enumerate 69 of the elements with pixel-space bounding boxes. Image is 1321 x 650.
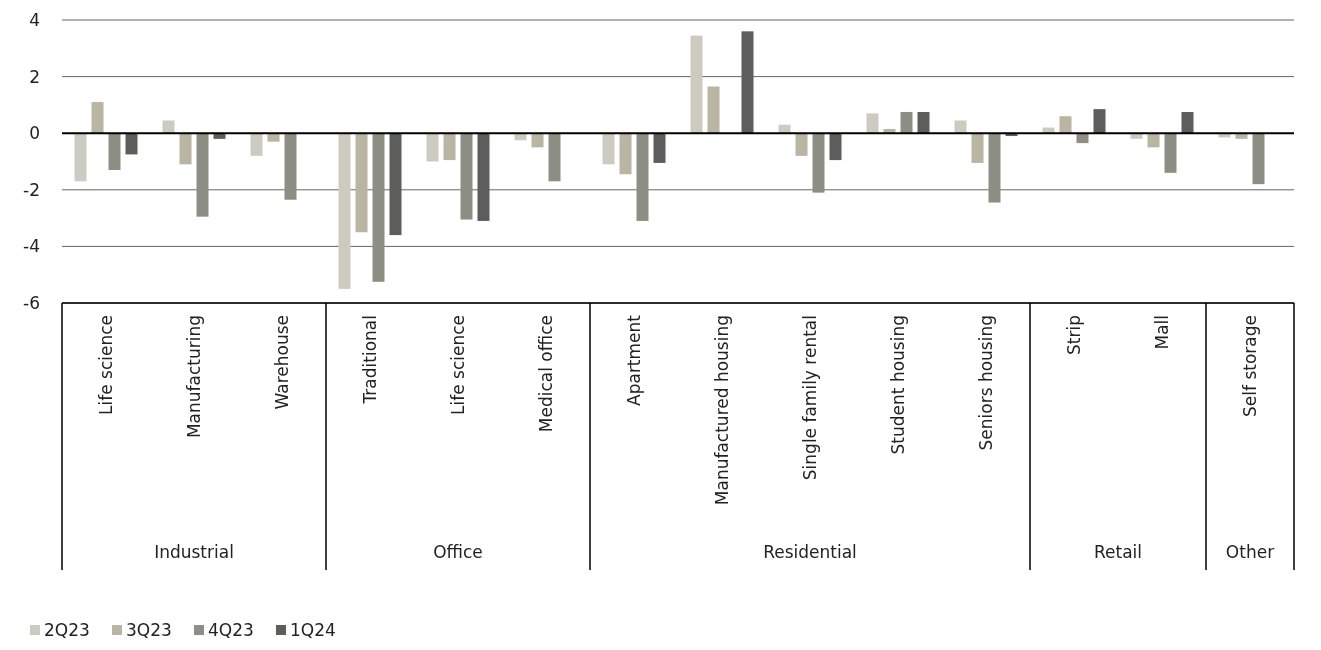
- legend-label: 4Q23: [208, 620, 254, 640]
- bar: [548, 133, 561, 182]
- bar: [619, 133, 632, 175]
- bar: [125, 133, 138, 155]
- bar: [1059, 116, 1072, 134]
- text: Residential: [763, 542, 857, 562]
- bar: [338, 133, 351, 289]
- y-tick-label: -6: [23, 292, 40, 313]
- bar: [460, 133, 473, 220]
- x-tick-label: Warehouse: [272, 315, 292, 410]
- bar: [267, 133, 280, 142]
- legend-label: 1Q24: [290, 620, 336, 640]
- x-tick-label: Strip: [1064, 315, 1084, 355]
- x-tick-label: Self storage: [1240, 315, 1260, 417]
- legend-label: 3Q23: [126, 620, 172, 640]
- bar: [866, 113, 879, 134]
- x-tick-label: Medical office: [536, 315, 556, 433]
- x-tick-label: Single family rental: [800, 315, 820, 481]
- bar: [795, 133, 808, 156]
- bar: [108, 133, 121, 170]
- text: Other: [1225, 542, 1275, 562]
- bar: [829, 133, 842, 161]
- x-tick-label: Student housing: [888, 315, 908, 455]
- x-tick-label: Mall: [1152, 315, 1172, 350]
- x-tick-label: Seniors housing: [976, 315, 996, 451]
- bar: [812, 133, 825, 193]
- x-tick-label: Manufactured housing: [712, 315, 732, 506]
- bar: [1164, 133, 1177, 173]
- bar: [91, 102, 104, 134]
- text: Retail: [1093, 542, 1143, 562]
- x-tick-label: Life science: [448, 315, 468, 416]
- bar: [636, 133, 649, 221]
- text: Office: [433, 542, 483, 562]
- bar: [988, 133, 1001, 203]
- bar: [250, 133, 263, 156]
- bar: [602, 133, 615, 165]
- y-tick-label: -4: [23, 236, 40, 257]
- y-tick-label: 2: [29, 66, 40, 87]
- bar: [284, 133, 297, 200]
- x-tick-label: Manufacturing: [184, 315, 204, 439]
- x-tick-label: Life science: [96, 315, 116, 416]
- bar: [1093, 109, 1106, 134]
- bar: [426, 133, 439, 162]
- y-tick-label: 0: [29, 123, 40, 144]
- y-tick-label: 4: [29, 9, 40, 30]
- bar: [196, 133, 209, 217]
- bar: [1147, 133, 1160, 148]
- bar: [917, 111, 930, 134]
- bar: [179, 133, 192, 165]
- bar: [707, 86, 720, 134]
- bar: [1076, 133, 1089, 144]
- y-tick-label: -2: [23, 179, 40, 200]
- bar: [1252, 133, 1265, 185]
- bar: [162, 120, 175, 134]
- bar: [900, 111, 913, 134]
- legend-label: 2Q23: [44, 620, 90, 640]
- x-tick-label: Traditional: [360, 315, 380, 405]
- bar: [74, 133, 87, 182]
- bar: [690, 35, 703, 134]
- bar: [443, 133, 456, 161]
- bar: [531, 133, 544, 148]
- bar: [653, 133, 666, 163]
- text: Industrial: [154, 542, 234, 562]
- x-tick-label: Apartment: [624, 314, 644, 406]
- bar: [971, 133, 984, 163]
- bar: [954, 120, 967, 134]
- bar: [372, 133, 385, 282]
- bar: [355, 133, 368, 233]
- bar: [1181, 111, 1194, 134]
